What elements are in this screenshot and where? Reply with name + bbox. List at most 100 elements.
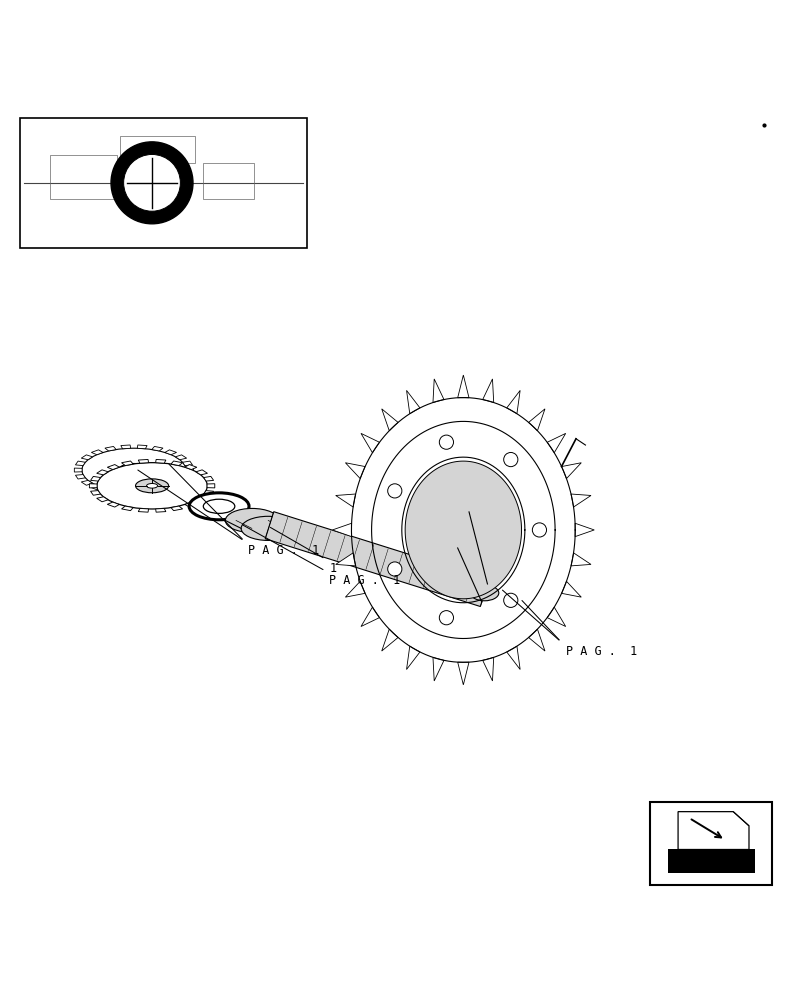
Text: P A G .  1: P A G . 1 (329, 574, 400, 587)
Polygon shape (483, 657, 494, 681)
Polygon shape (336, 494, 355, 507)
Polygon shape (203, 476, 214, 481)
Polygon shape (333, 523, 351, 537)
Polygon shape (361, 433, 380, 453)
Bar (50, 155, 117, 199)
Polygon shape (575, 523, 594, 537)
Ellipse shape (97, 463, 207, 509)
Ellipse shape (128, 468, 139, 472)
Ellipse shape (241, 516, 295, 540)
Polygon shape (407, 390, 420, 414)
Polygon shape (152, 446, 163, 451)
Polygon shape (81, 455, 92, 460)
Polygon shape (733, 812, 749, 826)
Polygon shape (91, 491, 101, 495)
Polygon shape (678, 812, 749, 849)
Polygon shape (171, 506, 183, 511)
Polygon shape (105, 446, 116, 451)
Polygon shape (529, 629, 545, 651)
Polygon shape (529, 409, 545, 431)
Polygon shape (76, 475, 85, 479)
Polygon shape (121, 445, 131, 449)
Polygon shape (137, 491, 147, 495)
Polygon shape (121, 461, 133, 466)
Polygon shape (155, 459, 166, 463)
Ellipse shape (203, 499, 235, 513)
Polygon shape (81, 480, 92, 485)
Polygon shape (381, 409, 398, 431)
Polygon shape (186, 468, 194, 472)
Polygon shape (176, 480, 187, 485)
Bar (20, 118, 307, 248)
Ellipse shape (225, 508, 279, 533)
Polygon shape (74, 468, 82, 472)
Polygon shape (91, 450, 103, 455)
Polygon shape (165, 485, 177, 490)
Polygon shape (171, 461, 183, 466)
Polygon shape (483, 379, 494, 403)
Circle shape (388, 562, 402, 576)
Bar (203, 163, 255, 199)
Polygon shape (97, 497, 108, 502)
Bar (121, 136, 195, 163)
Polygon shape (107, 502, 119, 507)
Polygon shape (571, 494, 591, 507)
Ellipse shape (189, 493, 249, 520)
Polygon shape (138, 508, 149, 512)
Polygon shape (507, 646, 520, 669)
Polygon shape (433, 657, 444, 681)
Text: P A G .  1: P A G . 1 (566, 645, 637, 658)
Ellipse shape (118, 464, 150, 477)
Ellipse shape (136, 479, 169, 493)
Polygon shape (433, 379, 444, 403)
Polygon shape (176, 455, 187, 460)
Polygon shape (547, 607, 566, 627)
Polygon shape (121, 506, 133, 511)
Circle shape (440, 435, 454, 449)
Circle shape (504, 593, 518, 607)
Polygon shape (196, 470, 207, 475)
Polygon shape (91, 485, 103, 490)
Polygon shape (407, 646, 420, 669)
Polygon shape (203, 491, 214, 495)
Polygon shape (183, 475, 192, 479)
Polygon shape (155, 508, 166, 512)
Polygon shape (152, 489, 163, 494)
Polygon shape (165, 450, 177, 455)
Polygon shape (381, 629, 398, 651)
Ellipse shape (82, 448, 186, 492)
Polygon shape (571, 553, 591, 566)
Ellipse shape (147, 483, 158, 488)
Circle shape (124, 154, 180, 211)
Bar (667, 849, 754, 873)
Polygon shape (547, 433, 566, 453)
Polygon shape (336, 553, 355, 566)
Polygon shape (405, 461, 522, 599)
Circle shape (533, 523, 547, 537)
Polygon shape (507, 390, 520, 414)
Circle shape (504, 452, 518, 467)
Polygon shape (562, 463, 582, 479)
Polygon shape (89, 484, 97, 488)
Polygon shape (137, 445, 147, 449)
Polygon shape (138, 459, 149, 463)
Polygon shape (562, 581, 582, 597)
Polygon shape (76, 461, 85, 466)
Polygon shape (361, 607, 380, 627)
Polygon shape (458, 662, 469, 685)
Polygon shape (185, 502, 197, 507)
Text: 1: 1 (329, 562, 336, 575)
Polygon shape (183, 461, 192, 466)
Polygon shape (345, 581, 365, 597)
Text: P A G .  1: P A G . 1 (248, 544, 319, 557)
Polygon shape (105, 489, 116, 494)
Polygon shape (185, 465, 197, 470)
Polygon shape (196, 497, 207, 502)
Circle shape (388, 484, 402, 498)
Polygon shape (121, 491, 131, 495)
Polygon shape (97, 470, 108, 475)
Ellipse shape (470, 585, 499, 601)
Polygon shape (266, 512, 489, 607)
Circle shape (440, 611, 454, 625)
Bar (650, 802, 772, 885)
